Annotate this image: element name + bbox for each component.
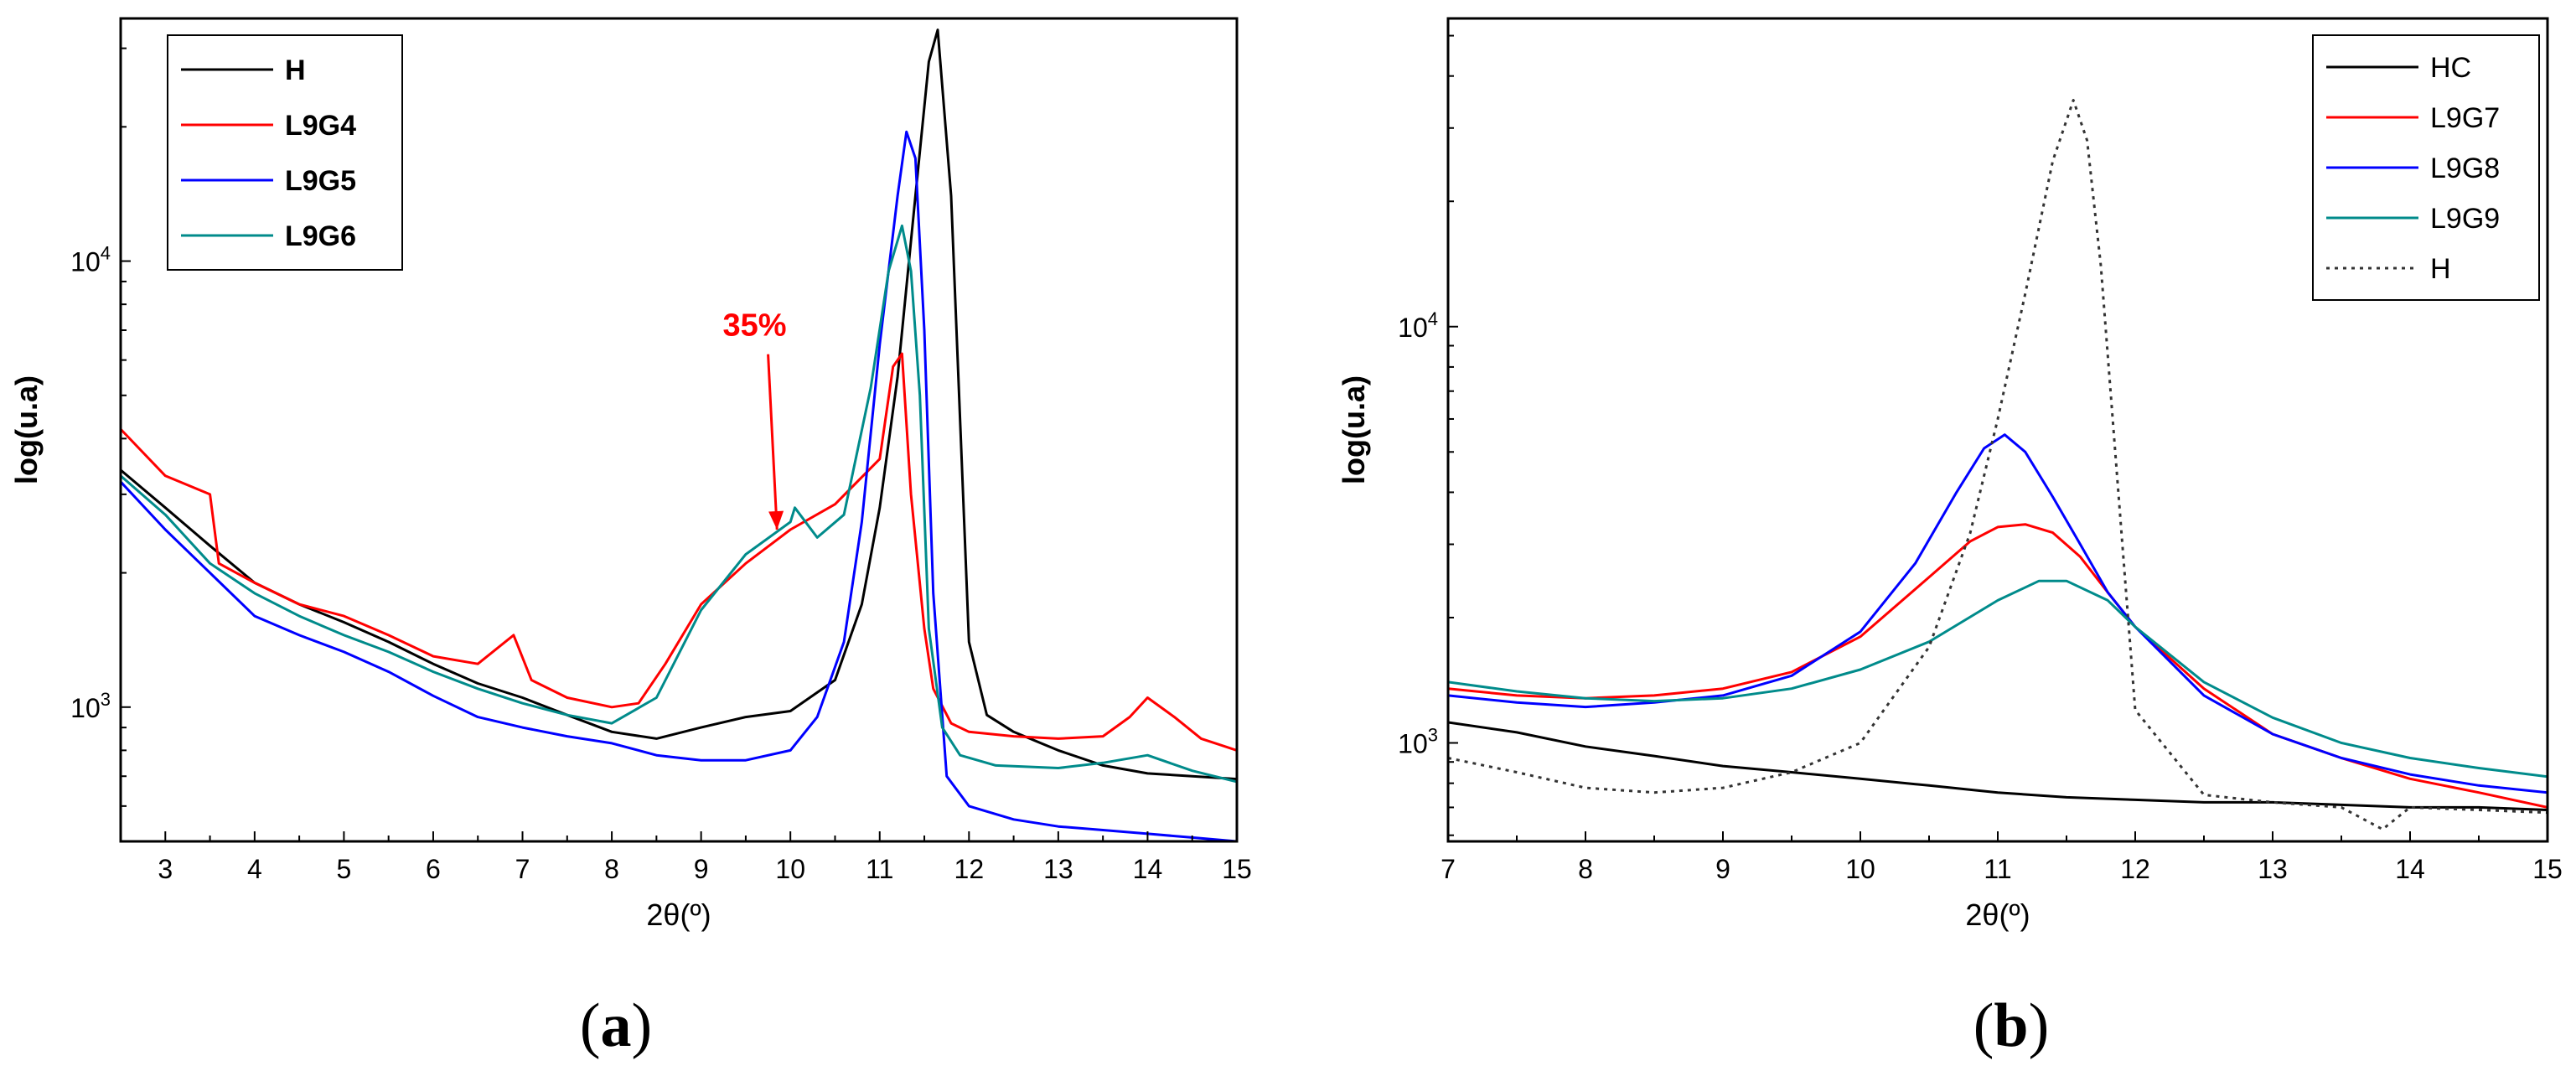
panel-a-x-tick-label: 15: [1222, 854, 1252, 884]
panel-b-y-tick-label: 104: [1398, 308, 1438, 343]
panel-a-annotation-arrow: [767, 354, 778, 530]
panel-a-x-tick-label: 3: [158, 854, 173, 884]
panel-b-y-tick-label-exponent: 3: [1428, 724, 1438, 745]
panel-a-axes-frame: [119, 17, 1239, 843]
panel-a-x-axis-label: 2θ(º): [646, 898, 711, 932]
panel-a-x-tick-label: 4: [247, 854, 262, 884]
panel-a-annotation-arrowhead: [768, 510, 784, 530]
panel-a-legend-label-l9g4: L9G4: [285, 110, 356, 142]
chart-panel-a: 3 4 5 6 7 8 9 10 11 12 13 14 151031042θ(º)log(u.a)HL…: [9, 17, 1252, 932]
panel-a-series-line-l9g6: [121, 224, 1237, 784]
panel-b-x-tick-label: 15: [2532, 854, 2563, 884]
panel-b-y-axis-label: log(u.a): [1337, 375, 1371, 484]
panel-b-x-tick-label: 11: [1984, 854, 2011, 884]
panel-caption-b: (b): [1973, 991, 2049, 1060]
panel-b-x-tick-label: 13: [2258, 854, 2288, 884]
panel-b-legend-label-hc: HC: [2430, 52, 2471, 84]
panel-a-y-axis-label: log(u.a): [9, 375, 44, 484]
panel-a-series-group: [121, 28, 1237, 841]
panel-a-x-tick-label: 7: [515, 854, 530, 884]
panel-a-x-tick-label: 9: [694, 854, 709, 884]
panel-b-x-tick-label: 12: [2120, 854, 2150, 884]
panel-a-x-tick-label: 8: [604, 854, 619, 884]
panel-b-x-axis-label: 2θ(º): [1965, 898, 2030, 932]
panel-b-x-tick-label: 10: [1845, 854, 1875, 884]
panel-b-series-line-hc: [1448, 721, 2548, 811]
panel-b-series-line-h: [1448, 99, 2548, 831]
panel-a-legend-label-l9g5: L9G5: [285, 165, 356, 197]
panel-a-y-tick-label-exponent: 4: [101, 243, 111, 264]
panel-a-annotation-label: 35%: [723, 308, 787, 344]
panel-a-x-tick-label: 11: [866, 854, 893, 884]
panel-a-legend-box: [167, 34, 403, 271]
panel-caption-a: (a): [580, 991, 652, 1060]
panel-a-x-tick-label: 13: [1043, 854, 1073, 884]
panel-b-x-tick-label: 9: [1715, 854, 1730, 884]
panel-a-y-tick-label-exponent: 3: [101, 689, 111, 710]
panel-a-y-tick-label-base: 10: [70, 247, 101, 277]
panel-b-legend-label-l9g7: L9G7: [2430, 102, 2500, 134]
panel-a-legend-label-h: H: [285, 54, 306, 86]
panel-a-x-tick-label: 12: [954, 854, 985, 884]
panel-a-legend-label-l9g6: L9G6: [285, 220, 356, 252]
chart-panel-b: 7 8 9 10 11 12 13 14 151031042θ(º)log(u.a)HCL9G7…: [1337, 17, 2563, 932]
panel-b-y-tick-label: 103: [1398, 724, 1438, 758]
panel-b-series-line-l9g9: [1448, 579, 2548, 779]
panel-a-y-tick-label: 104: [70, 243, 111, 277]
panel-b-x-tick-label: 7: [1441, 854, 1456, 884]
panel-a-x-tick-label: 5: [337, 854, 352, 884]
panel-b-y-tick-label-exponent: 4: [1428, 308, 1438, 329]
panel-a-x-tick-label: 6: [426, 854, 441, 884]
panel-b-legend-label-l9g9: L9G9: [2430, 203, 2500, 235]
panel-b-series-group: [1448, 99, 2548, 831]
panel-b-x-tick-label: 8: [1578, 854, 1593, 884]
panel-a-y-tick-label: 103: [70, 689, 111, 723]
panel-b-series-line-l9g7: [1448, 523, 2548, 809]
panel-a-series-line-l9g5: [121, 130, 1237, 841]
panel-a-x-tick-label: 14: [1133, 854, 1163, 884]
panel-b-legend-label-h: H: [2430, 253, 2451, 285]
panel-a-series-line-h: [121, 28, 1237, 781]
panel-b-legend-label-l9g8: L9G8: [2430, 153, 2500, 184]
panel-a-y-tick-label-base: 10: [70, 693, 101, 723]
panel-label-b: b: [1994, 991, 2028, 1060]
panel-a-series-line-l9g4: [121, 352, 1237, 752]
panel-b-x-tick-label: 14: [2395, 854, 2425, 884]
panel-b-series-line-l9g8: [1448, 433, 2548, 794]
panel-b-y-tick-label-base: 10: [1398, 728, 1428, 758]
panel-a-x-tick-label: 10: [775, 854, 805, 884]
panel-b-y-tick-label-base: 10: [1398, 313, 1428, 343]
panel-label-a: a: [601, 991, 632, 1060]
